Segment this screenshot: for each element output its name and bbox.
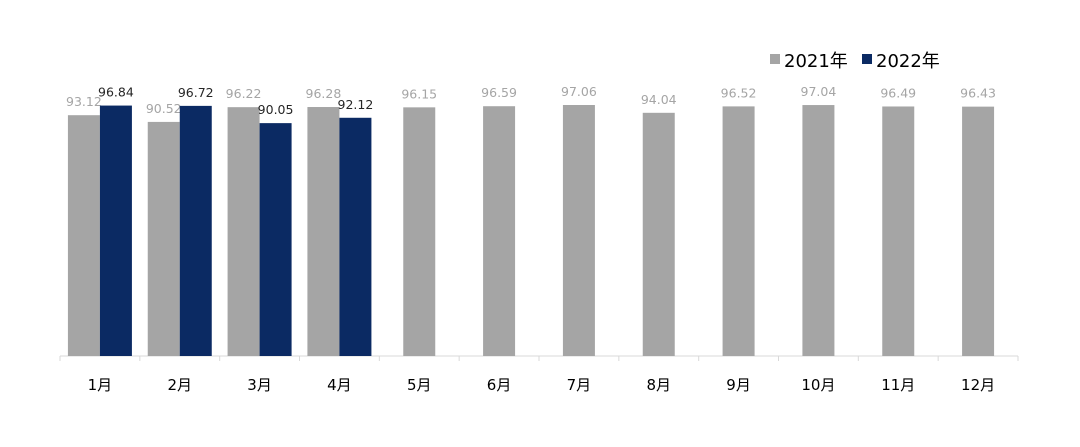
bar-2021-3 [227,107,260,356]
bar-2021-6 [483,106,516,357]
legend: 2021年 2022年 [770,51,940,72]
bar-2022-1 [99,105,132,356]
x-tick-label-10: 10月 [801,376,835,394]
x-tick-label-2: 2月 [167,376,192,394]
legend-swatch-2022 [862,54,872,64]
legend-label-2022: 2022年 [876,51,940,72]
bar-2021-5 [403,107,436,356]
bar-2022-4 [339,117,372,356]
data-label-2022-3: 90.05 [258,102,294,117]
x-tick-label-11: 11月 [881,376,915,394]
data-label-2021-4: 96.28 [306,86,342,101]
data-label-2021-11: 96.49 [880,85,916,100]
data-label-2021-1: 93.12 [66,94,102,109]
x-tick-label-8: 8月 [646,376,671,394]
data-label-2021-3: 96.22 [226,86,262,101]
x-tick-label-1: 1月 [88,376,113,394]
data-label-2022-2: 96.72 [178,85,214,100]
bar-2021-11 [882,106,915,357]
data-label-2021-5: 96.15 [401,86,437,101]
data-label-2022-1: 96.84 [98,85,134,100]
x-tick-label-4: 4月 [327,376,352,394]
x-tick-label-9: 9月 [726,376,751,394]
legend-swatch-2021 [770,54,780,64]
data-label-2021-9: 96.52 [721,85,757,100]
bar-2021-8 [642,112,675,356]
data-label-2021-12: 96.43 [960,86,996,101]
bar-2021-12 [962,106,995,356]
bar-2021-7 [562,105,595,356]
x-tick-label-6: 6月 [487,376,512,394]
bar-2021-2 [147,121,180,356]
x-tick-label-5: 5月 [407,376,432,394]
bar-2022-3 [259,123,292,356]
bar-2022-2 [179,105,212,357]
data-label-2021-2: 90.52 [146,101,182,116]
bar-2021-9 [722,106,755,356]
data-label-2021-7: 97.06 [561,84,597,99]
data-label-2021-6: 96.59 [481,85,517,100]
x-tick-label-3: 3月 [247,376,272,394]
x-tick-label-7: 7月 [567,376,592,394]
bar-2021-1 [67,115,100,356]
legend-label-2021: 2021年 [784,51,848,72]
bar-2021-10 [802,105,835,356]
x-tick-label-12: 12月 [961,376,995,394]
data-label-2021-10: 97.04 [801,84,837,99]
data-label-2021-8: 94.04 [641,92,677,107]
data-label-2022-4: 92.12 [338,97,374,112]
bar-2021-4 [307,107,340,356]
